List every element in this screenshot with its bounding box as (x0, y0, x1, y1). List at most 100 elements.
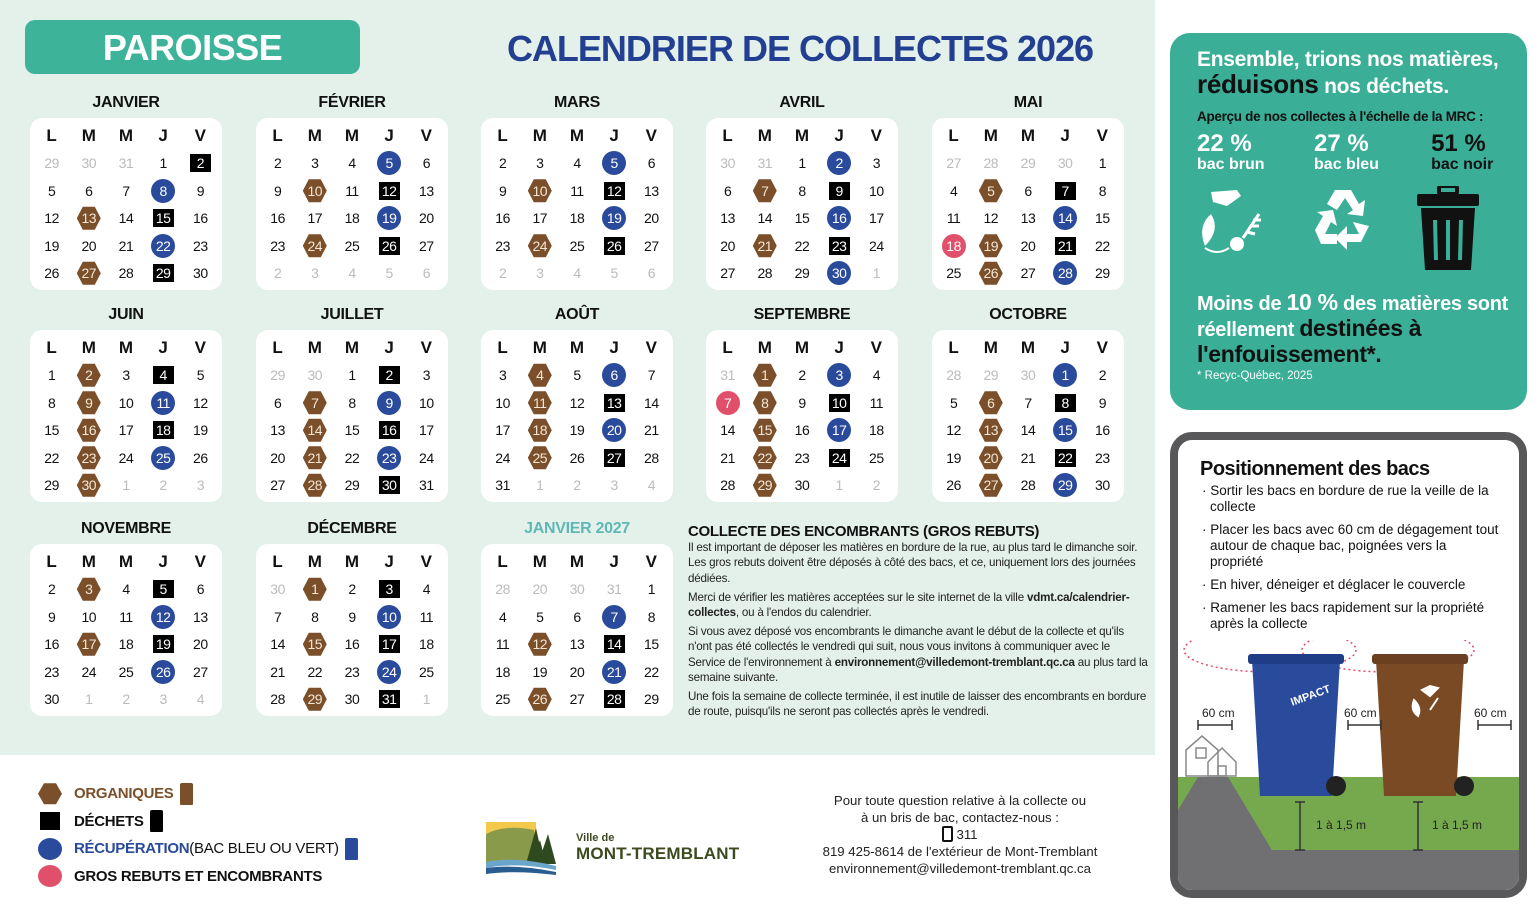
day-number: 20 (193, 636, 208, 653)
day-cell-recuperation: 5 (599, 151, 629, 176)
day-number: 30 (1057, 155, 1073, 172)
day-number: 15 (644, 636, 659, 653)
day-number: 29 (644, 691, 659, 708)
day-number: 29 (270, 367, 285, 384)
day-cell: 25 (411, 660, 441, 684)
weekday-label: L (497, 125, 508, 145)
encombrants-p1: Il est important de déposer les matières… (688, 541, 1138, 585)
day-cell: 19 (37, 234, 67, 258)
day-number: 11 (570, 182, 584, 199)
day-number: 4 (949, 182, 958, 199)
day-number: 7 (602, 604, 627, 629)
month-8: AOÛT L M M J V 3 4 5 6 7 10 11 12 13 14 17 18 19 20 21 24 25 26… (481, 306, 673, 502)
day-number: 30 (827, 261, 852, 286)
email-link[interactable]: environnement@villedemont-tremblant.qc.c… (834, 655, 1075, 669)
day-number: 6 (723, 182, 732, 199)
day-cell: 6 (562, 605, 592, 629)
day-cell: 22 (300, 660, 330, 684)
day-cell: 9 (37, 605, 67, 629)
day-number: 18 (495, 663, 510, 680)
day-cell-recuperation: 19 (599, 206, 629, 231)
day-cell: 18 (411, 632, 441, 656)
day-cell-autre: 2 (861, 473, 891, 497)
day-cell: 2 (1087, 363, 1117, 387)
stat-pct: 22 % (1197, 130, 1252, 157)
day-number: 19 (377, 206, 402, 231)
day-cell: 12 (976, 206, 1006, 230)
source-note: * Recyc-Québec, 2025 (1197, 370, 1313, 382)
day-cell-recuperation: 10 (374, 604, 404, 629)
day-cell-autre: 3 (148, 687, 178, 711)
day-cell-autre: 2 (111, 687, 141, 711)
day-cell-autre: 31 (713, 363, 743, 387)
day-number: 21 (752, 234, 777, 258)
day-number: 16 (76, 418, 101, 442)
day-cell: 27 (411, 234, 441, 258)
day-number: 22 (752, 446, 777, 470)
day-number: 29 (302, 687, 327, 711)
day-cell-autre: 3 (300, 261, 330, 285)
day-number: 11 (419, 608, 434, 625)
day-number: 20 (602, 418, 627, 443)
day-number: 4 (527, 363, 552, 387)
day-cell: 1 (148, 151, 178, 175)
day-cell: 16 (787, 418, 817, 442)
weekday-label: V (194, 337, 207, 357)
day-cell: 12 (562, 391, 592, 415)
day-cell: 30 (337, 687, 367, 711)
website-link[interactable]: vdmt.ca/calendrier-collectes (688, 590, 1130, 620)
week-row: 2 3 4 5 6 (30, 576, 222, 604)
day-cell: 20 (636, 206, 666, 230)
weekday-label: J (158, 551, 168, 571)
day-number: 14 (757, 210, 773, 227)
day-number: 3 (610, 477, 619, 494)
week-row: 29 30 31 1 2 (30, 150, 222, 178)
day-cell: 2 (787, 363, 817, 387)
day-cell: 15 (37, 418, 67, 442)
day-number: 1 (752, 363, 777, 387)
day-cell: 16 (488, 206, 518, 230)
month-card: L M M J V 30 31 1 2 3 6 7 8 9 10 13 14 15 16 17 20 21 22 23 24 27… (706, 118, 898, 290)
weekday-label: M (118, 551, 134, 571)
contact-email[interactable]: environnement@villedemont-tremblant.qc.c… (829, 861, 1091, 876)
day-number: 13 (569, 636, 585, 653)
day-cell-autre: 4 (337, 261, 367, 285)
day-cell: 9 (1087, 391, 1117, 415)
day-number: 13 (978, 418, 1003, 442)
day-number: 4 (152, 366, 174, 385)
day-cell-autre: 30 (1013, 363, 1043, 387)
weekday-label: V (420, 337, 433, 357)
day-cell-autre: 5 (599, 261, 629, 285)
week-row: 14 15 16 17 18 (256, 631, 448, 659)
day-cell-organiques: 15 (300, 632, 330, 656)
day-number: 8 (47, 394, 56, 411)
day-cell-organiques: 14 (300, 418, 330, 442)
day-cell: 5 (37, 179, 67, 203)
day-number: 16 (44, 636, 59, 653)
day-number: 2 (872, 477, 881, 494)
day-cell: 15 (1087, 206, 1117, 230)
month-card: L M M J V 27 28 29 30 1 4 5 6 7 8 11 12 13 14 15 18 19 20 21 22 2… (932, 118, 1124, 290)
day-cell: 20 (713, 234, 743, 258)
week-row: 25 26 27 28 29 (932, 260, 1124, 288)
weekday-label: L (46, 125, 57, 145)
weekday-label: M (118, 337, 134, 357)
day-number: 3 (536, 265, 544, 282)
day-cell-organiques: 29 (750, 473, 780, 497)
day-number: 1 (872, 265, 881, 282)
day-number: 18 (527, 418, 552, 442)
weekday-label: M (569, 125, 585, 145)
headline: Ensemble, trions nos matières, réduisons … (1197, 47, 1527, 99)
day-number: 18 (118, 636, 134, 653)
day-number: 8 (1054, 393, 1076, 412)
day-number: 20 (720, 237, 735, 254)
day-cell: 17 (861, 206, 891, 230)
day-cell: 6 (636, 151, 666, 175)
day-cell-organiques: 16 (74, 418, 104, 442)
day-number: 14 (603, 635, 625, 654)
week-row: 28 29 30 1 2 (932, 362, 1124, 390)
month-6: JUIN L M M J V 1 2 3 4 5 8 9 10 11 12 15 16 17 18 19 22 23 24 25… (30, 306, 222, 502)
